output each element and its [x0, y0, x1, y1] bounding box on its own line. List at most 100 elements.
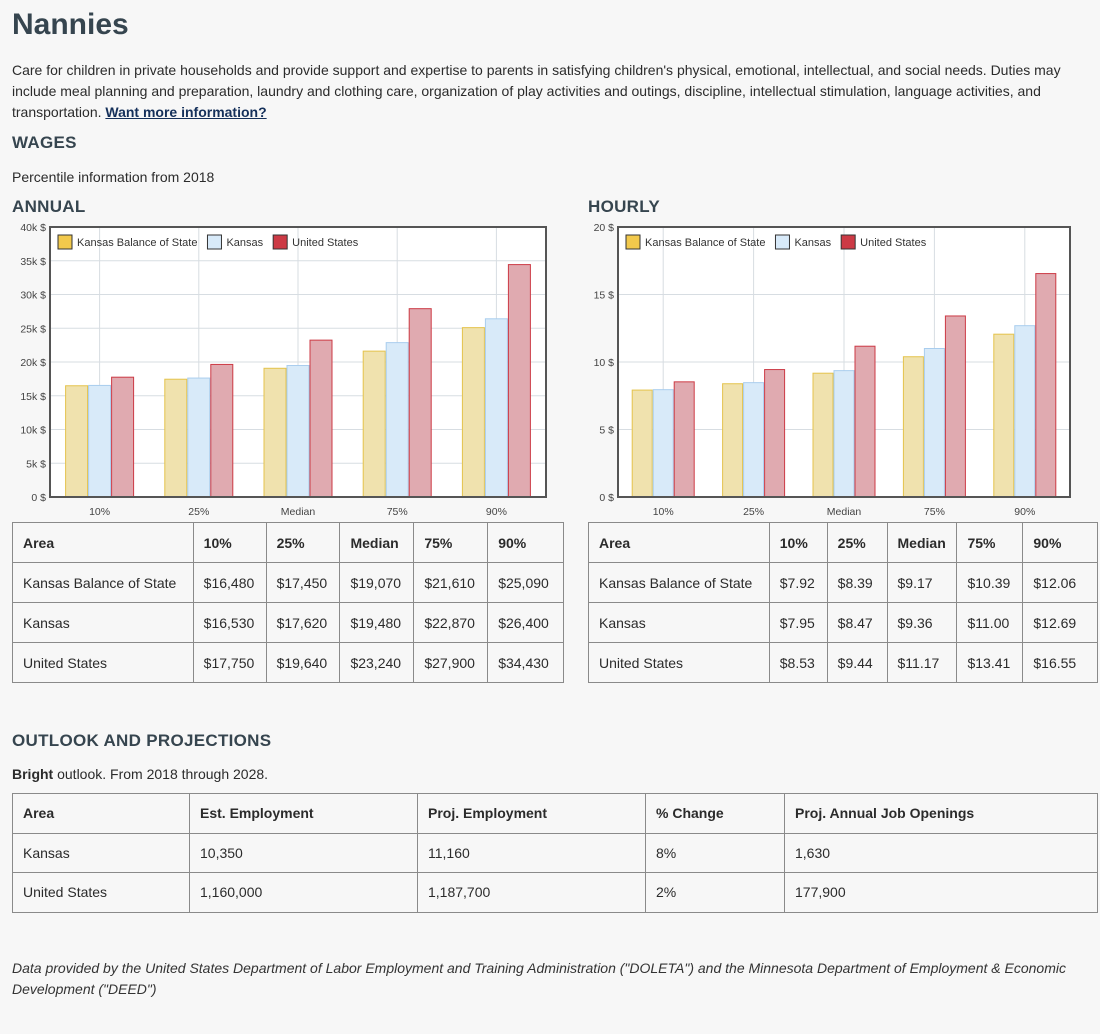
table-header-cell: 75% [413, 522, 489, 563]
table-cell: 2% [645, 872, 785, 913]
table-cell: 1,630 [784, 832, 1098, 873]
bar [743, 382, 765, 498]
x-tick-label: 75% [924, 506, 945, 518]
y-tick-label: 15k $ [20, 391, 46, 403]
table-header-cell: % Change [645, 793, 785, 834]
table-cell: $9.17 [886, 562, 958, 603]
outlook-rating: Bright [12, 766, 54, 782]
bar [833, 370, 855, 498]
more-info-link[interactable]: Want more information? [105, 104, 267, 120]
annual-heading: ANNUAL [12, 197, 86, 216]
table-cell: $12.06 [1022, 562, 1098, 603]
bar [1035, 273, 1057, 498]
table-header-cell: 90% [487, 522, 564, 563]
y-tick-label: 0 $ [31, 492, 46, 504]
table-cell: $17,450 [265, 562, 341, 603]
table-cell: $8.47 [826, 602, 888, 643]
bar [507, 264, 531, 498]
table-cell: $9.36 [886, 602, 958, 643]
page: Nannies Care for children in private hou… [12, 8, 1098, 997]
y-tick-label: 0 $ [599, 492, 614, 504]
table-header-cell: Median [339, 522, 415, 563]
table-cell: $11.00 [956, 602, 1024, 643]
table-cell: $34,430 [487, 642, 564, 683]
legend-label: Kansas Balance of State [77, 237, 197, 249]
plot-frame [49, 226, 547, 498]
table-cell: $7.92 [768, 562, 828, 603]
table-cell: $22,870 [413, 602, 489, 643]
bar [408, 308, 432, 498]
legend-swatch [272, 234, 288, 250]
bar [210, 363, 234, 498]
legend-label: Kansas [794, 237, 831, 249]
table-cell: $26,400 [487, 602, 564, 643]
legend-label: United States [292, 237, 359, 249]
table-header-cell: Proj. Employment [417, 793, 646, 834]
x-tick-label: 10% [653, 506, 674, 518]
table-row: Kansas Balance of State $16,480 $17,450 … [12, 562, 564, 603]
table-row: United States $17,750 $19,640 $23,240 $2… [12, 642, 564, 683]
table-header-cell: 75% [956, 522, 1024, 563]
bar [673, 381, 695, 498]
legend-swatch [57, 234, 73, 250]
bar [652, 389, 674, 498]
table-row: United States $8.53 $9.44 $11.17 $13.41 … [588, 642, 1098, 683]
x-tick-label: 10% [89, 506, 110, 518]
legend-swatch [840, 234, 856, 250]
legend-swatch [625, 234, 641, 250]
y-tick-label: 40k $ [20, 222, 46, 234]
table-header-row: Area Est. Employment Proj. Employment % … [12, 793, 1098, 834]
table-cell: $19,070 [339, 562, 415, 603]
x-tick-label: 25% [743, 506, 764, 518]
y-tick-label: 5 $ [599, 425, 614, 437]
table-header-cell: Est. Employment [189, 793, 418, 834]
bar [902, 356, 924, 498]
x-tick-label: Median [827, 506, 862, 518]
table-cell: $16,530 [192, 602, 267, 643]
table-cell: $12.69 [1022, 602, 1098, 643]
x-tick-label: 25% [188, 506, 209, 518]
bar [722, 383, 744, 498]
annual-section: ANNUAL 0 $ 5k $ 10k $ 15k $ 20k $ 25k $ 30k $ 3… [12, 197, 564, 683]
y-tick-label: 5k $ [26, 458, 46, 470]
table-cell: $11.17 [886, 642, 958, 683]
legend-label: United States [860, 237, 927, 249]
plot-frame [617, 226, 1071, 498]
hourly-wage-chart: 0 $ 5 $ 10 $ 15 $ 20 $ 10% 25% Median 75% 90% Kans… [594, 222, 1071, 518]
table-header-cell: 25% [265, 522, 341, 563]
table-row: Kansas $16,530 $17,620 $19,480 $22,870 $… [12, 602, 564, 643]
outlook-table: Area Est. Employment Proj. Employment % … [12, 793, 1098, 913]
table-cell: $8.53 [768, 642, 828, 683]
table-cell: $19,480 [339, 602, 415, 643]
legend-label: Kansas Balance of State [645, 237, 765, 249]
bar [944, 315, 966, 498]
table-cell: Kansas [12, 602, 194, 643]
bar [88, 384, 112, 498]
table-cell: United States [12, 642, 194, 683]
table-cell: $10.39 [956, 562, 1024, 603]
table-header-cell: Proj. Annual Job Openings [784, 793, 1098, 834]
occupation-description: Care for children in private households … [12, 60, 1088, 123]
y-tick-label: 30k $ [20, 290, 46, 302]
y-tick-label: 10 $ [594, 357, 615, 369]
table-header-cell: 10% [192, 522, 267, 563]
table-cell: United States [12, 872, 190, 913]
y-tick-label: 25k $ [20, 323, 46, 335]
table-cell: Kansas Balance of State [12, 562, 194, 603]
percentile-note: Percentile information from 2018 [12, 169, 215, 185]
table-cell: United States [588, 642, 770, 683]
table-cell: $27,900 [413, 642, 489, 683]
table-cell: $7.95 [768, 602, 828, 643]
bar [812, 372, 834, 498]
table-cell: 177,900 [784, 872, 1098, 913]
table-cell: $25,090 [487, 562, 564, 603]
table-cell: 1,187,700 [417, 872, 646, 913]
table-cell: $8.39 [826, 562, 888, 603]
y-tick-label: 35k $ [20, 256, 46, 268]
table-cell: $17,750 [192, 642, 267, 683]
table-header-cell: Area [12, 793, 190, 834]
table-cell: $23,240 [339, 642, 415, 683]
bar [164, 378, 188, 498]
page-title: Nannies [12, 8, 129, 41]
bar [286, 365, 310, 498]
